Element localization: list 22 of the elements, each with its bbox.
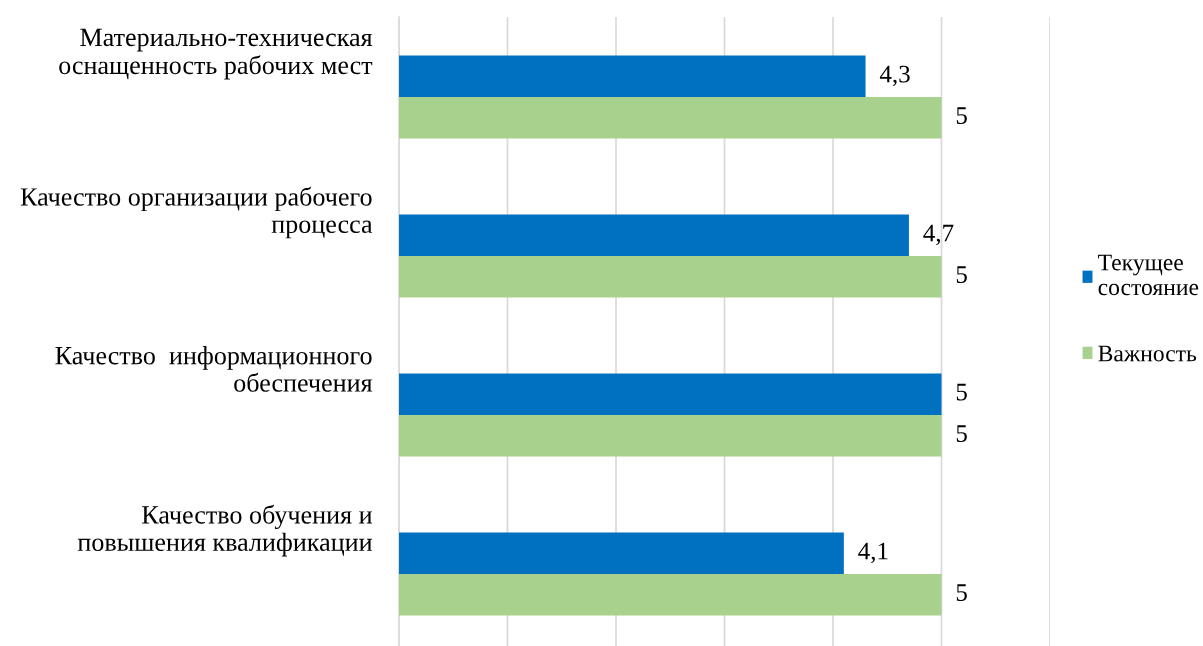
data-label: 4,1	[858, 542, 888, 564]
data-label: 5	[956, 107, 967, 124]
bar	[399, 532, 844, 574]
bar	[399, 373, 942, 415]
data-label: 5	[956, 383, 967, 401]
data-label: 5	[956, 584, 967, 601]
bar	[399, 255, 942, 298]
bar	[399, 414, 942, 457]
data-label: 4,3	[879, 65, 910, 87]
data-label: 5	[956, 266, 967, 283]
y-tick-label: Материально-техническая оснащенность рабочих мест	[59, 28, 373, 80]
bar	[399, 96, 942, 139]
y-tick-label: Качество обучения и повышения квалификации	[77, 504, 372, 557]
legend-label: Важность	[1098, 345, 1197, 362]
bar	[399, 214, 909, 256]
data-label: 5	[956, 425, 967, 442]
y-tick-label: Качество информационного обеспечения	[55, 346, 373, 392]
bar	[399, 55, 866, 97]
data-label: 4,7	[923, 224, 954, 246]
legend-label: Текущее состояние	[1098, 254, 1199, 296]
bar	[399, 573, 942, 616]
y-tick-label: Качество организации рабочего процесса	[20, 186, 373, 239]
